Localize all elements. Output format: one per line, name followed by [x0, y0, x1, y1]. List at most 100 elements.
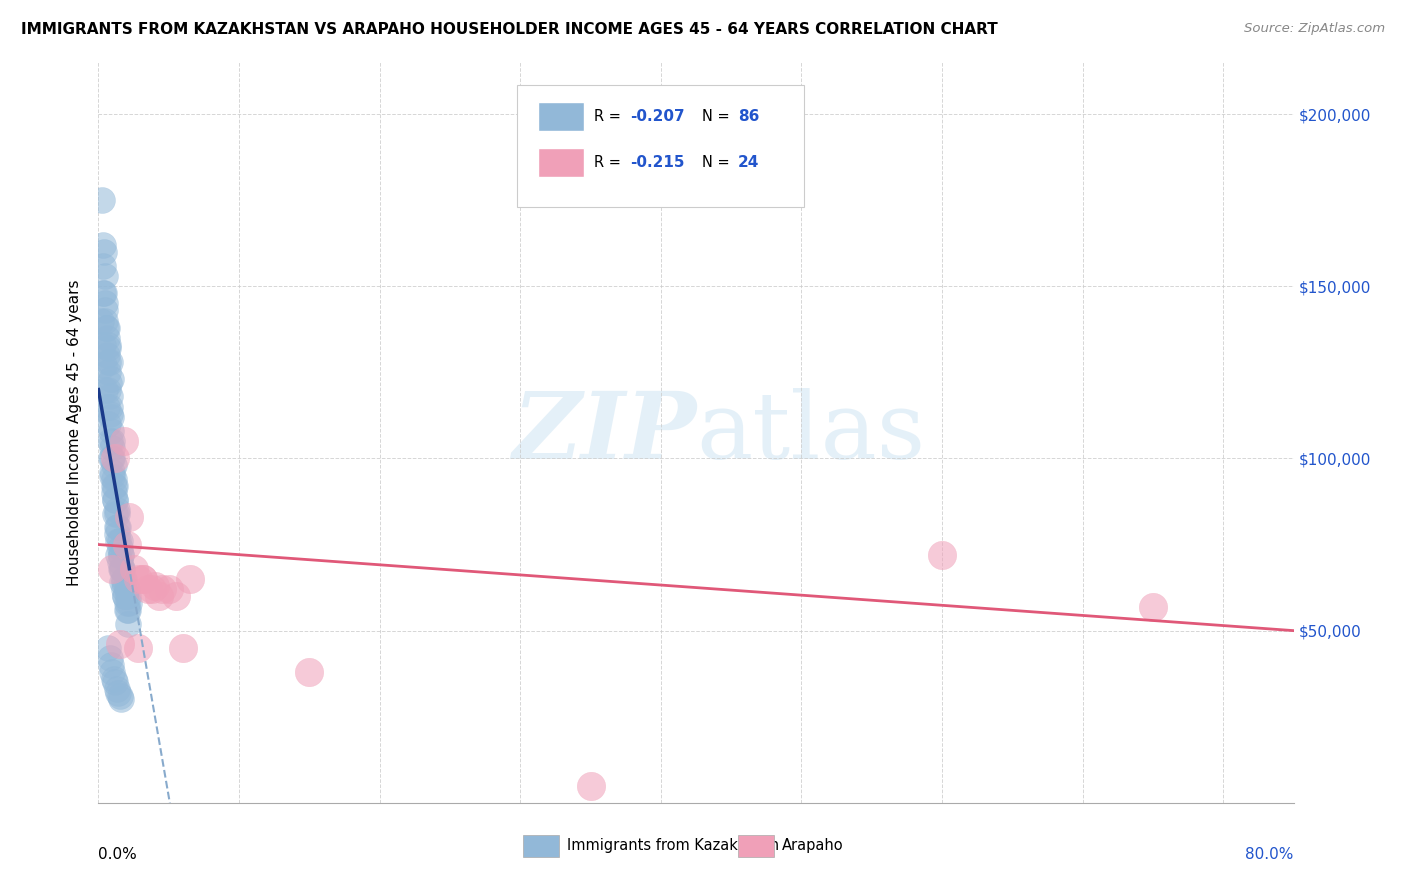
- Point: [104, 675, 127, 690]
- Point: [94, 314, 117, 328]
- Point: [103, 458, 125, 473]
- Point: [107, 520, 129, 534]
- Point: [298, 665, 321, 679]
- Point: [93, 286, 115, 301]
- Point: [104, 492, 127, 507]
- Point: [98, 355, 121, 369]
- Point: [105, 520, 128, 534]
- Point: [165, 589, 187, 603]
- Point: [104, 492, 127, 507]
- Point: [108, 541, 131, 555]
- Point: [105, 527, 128, 541]
- Point: [117, 603, 139, 617]
- Bar: [738, 835, 773, 857]
- Point: [96, 331, 118, 345]
- Point: [96, 355, 120, 369]
- Point: [103, 472, 125, 486]
- Point: [101, 434, 124, 449]
- Point: [97, 417, 120, 431]
- Point: [101, 451, 124, 466]
- Point: [579, 779, 602, 793]
- Point: [1142, 599, 1164, 614]
- Bar: [523, 835, 558, 857]
- Point: [93, 268, 117, 283]
- Point: [104, 451, 127, 466]
- Point: [103, 672, 125, 686]
- Point: [931, 548, 953, 562]
- Point: [107, 548, 129, 562]
- Point: [98, 651, 121, 665]
- Text: Immigrants from Kazakhstan: Immigrants from Kazakhstan: [567, 838, 779, 854]
- Point: [112, 434, 135, 449]
- Point: [103, 479, 125, 493]
- Point: [108, 689, 131, 703]
- Point: [103, 486, 125, 500]
- Text: N =: N =: [702, 109, 734, 124]
- Point: [101, 665, 124, 679]
- Point: [97, 365, 120, 379]
- Point: [91, 259, 114, 273]
- Point: [115, 603, 138, 617]
- Point: [97, 640, 120, 655]
- Point: [157, 582, 180, 597]
- Point: [94, 296, 117, 310]
- Bar: [538, 102, 583, 131]
- Point: [143, 579, 166, 593]
- Point: [105, 682, 128, 697]
- Point: [110, 548, 132, 562]
- Point: [104, 479, 127, 493]
- Point: [98, 376, 121, 390]
- Point: [96, 320, 118, 334]
- Point: [114, 589, 136, 603]
- Point: [111, 561, 134, 575]
- Point: [115, 582, 138, 597]
- Point: [93, 359, 115, 373]
- Point: [107, 534, 129, 549]
- Point: [132, 572, 155, 586]
- Point: [104, 507, 127, 521]
- Point: [172, 640, 194, 655]
- Text: 24: 24: [738, 155, 759, 169]
- Text: R =: R =: [595, 155, 626, 169]
- Point: [108, 637, 131, 651]
- FancyBboxPatch shape: [517, 85, 804, 207]
- Point: [97, 383, 120, 397]
- Point: [136, 582, 159, 597]
- Point: [100, 451, 122, 466]
- Point: [91, 338, 114, 352]
- Text: Arapaho: Arapaho: [782, 838, 844, 854]
- Point: [111, 575, 134, 590]
- Point: [112, 582, 135, 597]
- Text: Source: ZipAtlas.com: Source: ZipAtlas.com: [1244, 22, 1385, 36]
- Point: [90, 193, 114, 207]
- Point: [98, 389, 121, 403]
- Text: 0.0%: 0.0%: [98, 847, 138, 863]
- Text: R =: R =: [595, 109, 626, 124]
- Point: [97, 338, 120, 352]
- Point: [93, 244, 115, 259]
- Point: [118, 596, 141, 610]
- Point: [91, 238, 114, 252]
- Point: [93, 286, 115, 301]
- Point: [101, 468, 124, 483]
- Point: [105, 507, 128, 521]
- Text: ZIP: ZIP: [512, 388, 696, 477]
- Text: atlas: atlas: [696, 388, 925, 477]
- Point: [115, 596, 138, 610]
- Point: [122, 561, 145, 575]
- Point: [96, 400, 118, 414]
- Text: 80.0%: 80.0%: [1246, 847, 1294, 863]
- Point: [127, 640, 149, 655]
- Point: [112, 572, 135, 586]
- Text: N =: N =: [702, 155, 734, 169]
- Point: [117, 616, 139, 631]
- Text: IMMIGRANTS FROM KAZAKHSTAN VS ARAPAHO HOUSEHOLDER INCOME AGES 45 - 64 YEARS CORR: IMMIGRANTS FROM KAZAKHSTAN VS ARAPAHO HO…: [21, 22, 998, 37]
- Point: [118, 510, 141, 524]
- Point: [108, 534, 131, 549]
- Point: [100, 410, 122, 425]
- Point: [101, 465, 124, 479]
- Point: [100, 424, 122, 438]
- Point: [117, 589, 139, 603]
- Text: -0.207: -0.207: [630, 109, 685, 124]
- Point: [111, 561, 134, 575]
